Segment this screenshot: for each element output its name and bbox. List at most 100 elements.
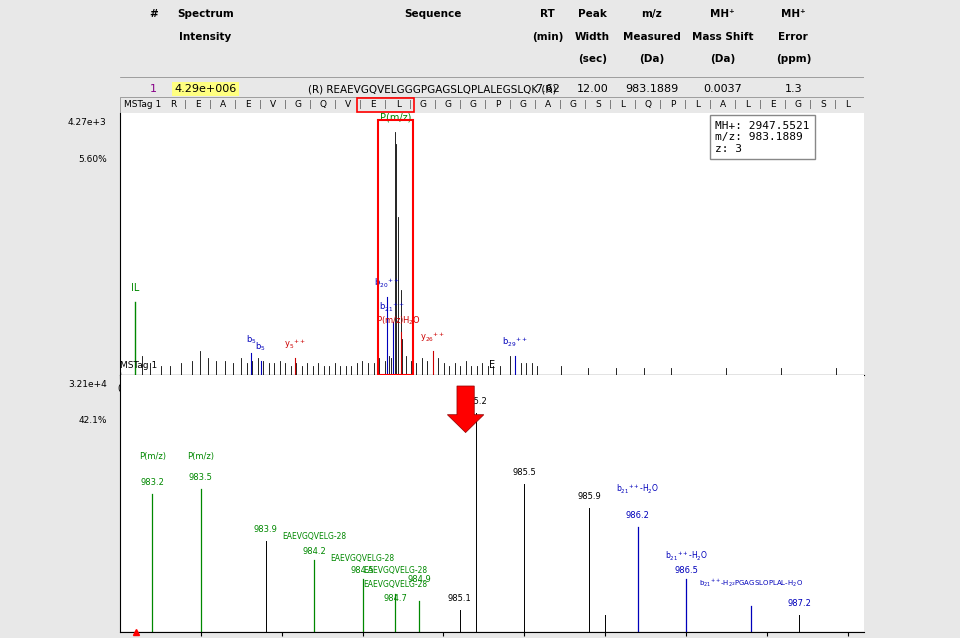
Text: P: P [495,100,501,109]
Text: (min): (min) [532,32,564,41]
Text: |: | [759,100,762,109]
Text: Width: Width [575,32,610,41]
Text: S: S [595,100,601,109]
Text: (ppm): (ppm) [776,54,811,64]
Text: 4.27e+3: 4.27e+3 [68,118,107,127]
Text: Error: Error [779,32,808,41]
Text: b$_5$: b$_5$ [246,334,256,346]
Bar [357,98,415,112]
Text: |: | [734,100,737,109]
Text: |: | [359,100,362,109]
Text: P(m/z): P(m/z) [380,112,411,122]
Text: 12.00: 12.00 [577,84,609,94]
Text: 986.5: 986.5 [674,566,698,575]
Text: RT: RT [540,9,555,19]
Text: b$_{21}$$^{++}$-H$_2$₂PGAGSLOPLAL-H$_2$O: b$_{21}$$^{++}$-H$_2$₂PGAGSLOPLAL-H$_2$O [699,577,803,589]
Text: |: | [584,100,587,109]
Text: b$_5$: b$_5$ [255,341,266,353]
Text: P: P [670,100,676,109]
Text: P(m/z): P(m/z) [139,452,166,461]
Text: 984.5: 984.5 [350,566,374,575]
Text: G: G [444,100,451,109]
Text: |: | [234,100,237,109]
Text: G: G [794,100,802,109]
Text: Mass (m/z): Mass (m/z) [464,391,520,401]
Text: EAEVGQVELG-28: EAEVGQVELG-28 [282,533,347,542]
Text: E: E [196,100,202,109]
Text: 4.29e+006: 4.29e+006 [175,84,237,94]
Text: |: | [184,100,187,109]
Text: |: | [834,100,837,109]
Text: Spectrum: Spectrum [178,9,234,19]
Text: Mass Shift: Mass Shift [692,32,754,41]
Text: G: G [420,100,426,109]
Text: |: | [309,100,312,109]
Text: 3.21e+4: 3.21e+4 [68,380,107,389]
Text: #: # [149,9,157,19]
Text: A: A [720,100,726,109]
Text: Intensity: Intensity [180,32,231,41]
Text: 985.9: 985.9 [577,492,601,501]
Text: y$_5$$^{++}$: y$_5$$^{++}$ [284,338,306,351]
Text: |: | [384,100,387,109]
Text: 1.3: 1.3 [784,84,803,94]
Text: b$_{29}$$^{++}$: b$_{29}$$^{++}$ [502,336,528,348]
Text: |: | [209,100,212,109]
Text: R: R [170,100,177,109]
Text: E: E [770,100,776,109]
Text: |: | [534,100,537,109]
Text: (Da): (Da) [639,54,664,64]
Text: |: | [409,100,412,109]
Text: G: G [469,100,476,109]
Text: 985.2: 985.2 [464,397,488,406]
Text: L: L [695,100,701,109]
Text: b$_{21}$$^{++}$-H$_2$O: b$_{21}$$^{++}$-H$_2$O [664,549,708,563]
Text: b$_{21}$$^{++}$-H$_2$O: b$_{21}$$^{++}$-H$_2$O [616,483,660,496]
Text: 5.60%: 5.60% [78,154,107,164]
Text: m/z: m/z [641,9,662,19]
Text: |: | [484,100,487,109]
Text: 983.5: 983.5 [189,473,213,482]
Text: L: L [620,100,626,109]
Text: MH⁺: MH⁺ [781,9,805,19]
Text: 0: 0 [120,386,126,396]
Text: Q: Q [320,100,326,109]
Text: y$_{26}$$^{++}$: y$_{26}$$^{++}$ [420,330,445,344]
Text: b$_{20}$$^{++}$: b$_{20}$$^{++}$ [373,277,399,290]
Text: E: E [371,100,376,109]
Text: 42.1%: 42.1% [78,416,107,426]
Text: MSTag 1: MSTag 1 [124,100,161,109]
Text: |: | [334,100,337,109]
Text: IL: IL [131,283,139,293]
Text: MH⁺: MH⁺ [710,9,735,19]
Text: Measured: Measured [623,32,681,41]
Text: Q: Q [644,100,652,109]
Text: b$_{21}$$^{++}$: b$_{21}$$^{++}$ [379,301,405,315]
Text: P(m/z)H$_2$O: P(m/z)H$_2$O [375,314,420,327]
Text: |: | [784,100,787,109]
Text: 984.9: 984.9 [407,575,431,584]
Text: G: G [569,100,577,109]
Text: S: S [820,100,826,109]
Text: E: E [489,360,495,370]
Text: L: L [846,100,851,109]
Text: P(m/z): P(m/z) [187,452,214,461]
Text: 985.5: 985.5 [513,468,537,477]
Text: Peak: Peak [578,9,607,19]
Text: 0.0037: 0.0037 [704,84,742,94]
Text: |: | [609,100,612,109]
Text: |: | [459,100,462,109]
Text: L: L [745,100,751,109]
Text: |: | [709,100,712,109]
Text: 1: 1 [150,84,157,94]
Text: 985.1: 985.1 [447,594,471,603]
Text: (Da): (Da) [710,54,735,64]
Text: L: L [396,100,400,109]
Text: |: | [559,100,562,109]
Text: EAEVGQVELG-28: EAEVGQVELG-28 [330,554,395,563]
Text: |: | [684,100,686,109]
Text: EAEVGQVELG-28: EAEVGQVELG-28 [363,566,427,575]
Text: (R) REAEVGQVELGGGPGAGSLQPLALEGSLQK (R): (R) REAEVGQVELGGGPGAGSLQPLALEGSLQK (R) [308,84,557,94]
Text: G: G [519,100,527,109]
Text: EAEVGQVELG-28: EAEVGQVELG-28 [363,580,427,589]
